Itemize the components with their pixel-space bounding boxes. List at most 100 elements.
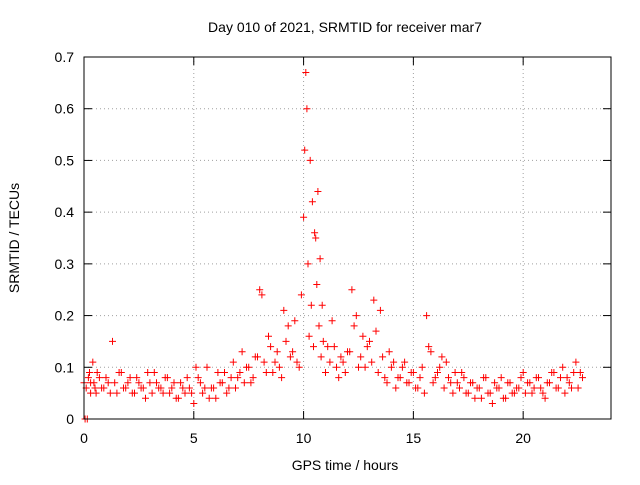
data-point xyxy=(247,379,255,387)
data-point xyxy=(92,389,100,397)
data-point xyxy=(385,348,393,356)
data-point xyxy=(458,369,466,376)
data-point xyxy=(126,374,134,382)
data-point xyxy=(212,394,220,402)
data-point xyxy=(300,213,308,221)
data-point xyxy=(161,374,169,382)
data-point xyxy=(295,363,303,371)
data-point xyxy=(530,384,538,392)
data-point xyxy=(227,374,235,382)
data-point xyxy=(418,363,426,371)
data-point xyxy=(416,374,424,382)
data-point xyxy=(100,384,108,392)
data-point xyxy=(352,312,360,320)
data-point xyxy=(431,374,439,382)
data-point xyxy=(153,379,160,387)
data-point xyxy=(104,379,112,387)
data-point xyxy=(223,389,231,397)
data-point xyxy=(305,332,313,340)
data-point xyxy=(245,363,253,371)
data-point xyxy=(267,343,275,351)
data-point xyxy=(387,363,395,371)
data-point xyxy=(289,348,297,356)
data-point xyxy=(280,306,288,314)
data-point xyxy=(275,363,283,371)
data-point xyxy=(420,389,428,397)
data-point xyxy=(363,343,371,351)
data-point xyxy=(570,369,578,376)
data-point xyxy=(434,369,441,376)
data-point xyxy=(355,363,362,371)
data-point xyxy=(423,312,431,320)
data-point xyxy=(221,369,228,376)
data-point xyxy=(537,384,545,392)
data-point xyxy=(102,374,110,382)
y-tick-label: 0.6 xyxy=(55,101,75,117)
data-point xyxy=(185,384,193,392)
data-point xyxy=(111,379,119,387)
grid xyxy=(84,57,611,419)
data-point xyxy=(291,317,299,325)
data-point xyxy=(84,374,92,382)
data-point xyxy=(521,389,529,397)
data-point xyxy=(150,369,158,376)
data-point xyxy=(286,353,294,361)
data-point xyxy=(91,384,99,392)
data-point xyxy=(306,156,314,164)
data-point xyxy=(504,379,512,387)
data-point xyxy=(203,363,211,371)
data-point xyxy=(240,379,248,387)
data-point xyxy=(350,322,358,330)
data-point xyxy=(429,379,437,387)
data-point xyxy=(192,363,200,371)
data-point xyxy=(495,384,503,392)
data-point xyxy=(346,348,354,356)
data-point xyxy=(392,384,400,392)
data-point xyxy=(394,374,402,382)
data-point xyxy=(157,384,165,392)
data-point xyxy=(449,389,457,397)
x-tick-label: 5 xyxy=(190,430,198,446)
data-point xyxy=(486,389,494,397)
data-point xyxy=(218,379,226,387)
data-point xyxy=(541,394,549,402)
data-point xyxy=(383,379,391,387)
data-point xyxy=(442,358,450,366)
data-point xyxy=(451,369,459,376)
data-point xyxy=(236,369,244,376)
data-point xyxy=(146,379,154,387)
data-point xyxy=(491,379,499,387)
x-tick-label: 20 xyxy=(515,430,531,446)
y-tick-label: 0.2 xyxy=(55,308,75,324)
data-point xyxy=(316,255,324,263)
data-point xyxy=(407,369,415,376)
data-point xyxy=(526,379,534,387)
x-tick-label: 15 xyxy=(406,430,422,446)
data-point xyxy=(265,332,272,340)
data-point xyxy=(326,358,334,366)
y-tick-label: 0.7 xyxy=(55,49,75,65)
data-point xyxy=(398,363,406,371)
data-point xyxy=(517,374,525,382)
data-point xyxy=(357,353,365,361)
data-point xyxy=(379,353,387,361)
data-point xyxy=(199,389,207,397)
data-point xyxy=(513,384,521,392)
data-point xyxy=(166,389,174,397)
data-point xyxy=(317,353,325,361)
data-point xyxy=(374,369,382,376)
data-point xyxy=(319,337,327,345)
data-point xyxy=(447,379,455,387)
data-point xyxy=(168,384,176,392)
data-point xyxy=(337,353,345,361)
data-point xyxy=(142,394,149,402)
data-point xyxy=(348,286,356,294)
data-point xyxy=(361,363,369,371)
data-point xyxy=(260,358,268,366)
data-point xyxy=(256,286,264,294)
plot-frame xyxy=(83,56,612,420)
data-point xyxy=(86,369,93,376)
data-point xyxy=(568,384,575,392)
data-point xyxy=(225,384,233,392)
data-point xyxy=(159,389,167,397)
